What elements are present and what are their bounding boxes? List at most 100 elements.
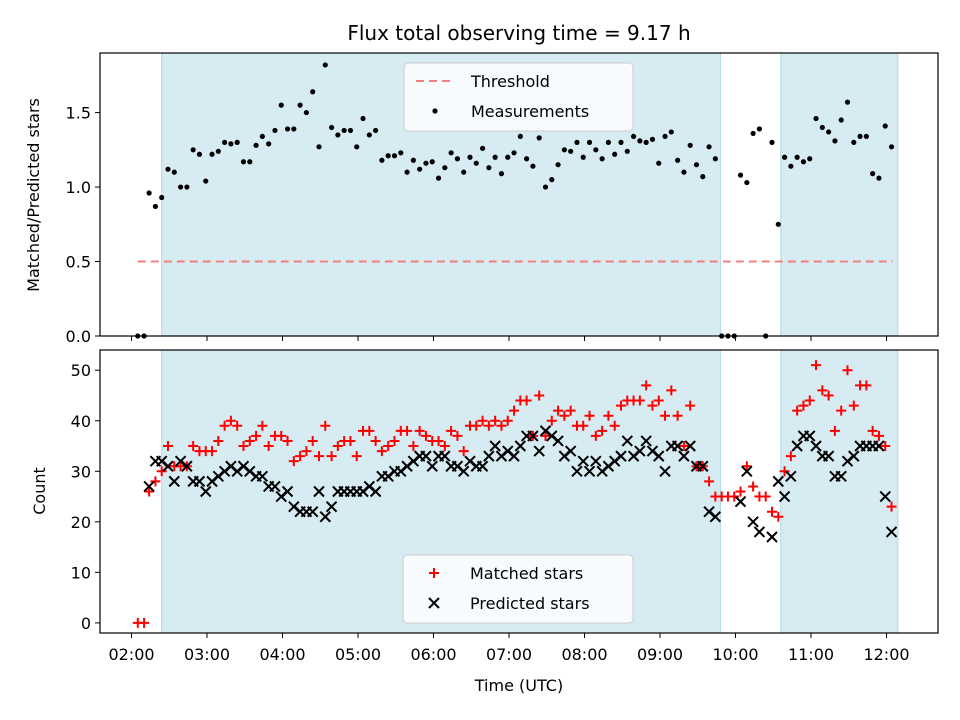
bottom-plus-point-120 [886,501,897,512]
x-tick-label-9: 11:00 [788,645,834,664]
bottom-plus-point-31 [326,451,337,462]
top-dot-point-63 [530,163,536,169]
bottom-plus-point-119 [880,441,891,452]
top-legend-box [403,62,634,132]
top-dot-point-98 [750,130,756,137]
top-dot-point-109 [819,124,825,131]
top-dot-point-51 [454,156,461,162]
top-y-tick-label-1: 0.5 [66,253,91,272]
top-dot-point-66 [549,177,555,183]
bottom-x-point-55 [489,440,501,452]
top-dot-point-32 [335,132,341,138]
top-dot-point-23 [278,102,284,108]
bottom-x-point-53 [476,460,489,472]
top-dot-point-99 [756,126,763,132]
top-dot-point-40 [385,153,391,159]
bottom-plus-point-41 [389,435,400,446]
bottom-plus-point-112 [836,405,847,416]
x-tick-label-5: 07:00 [486,645,532,664]
bottom-x-point-8 [193,475,206,488]
bottom-plus-point-60 [509,405,520,416]
top-legend-label-0: Threshold [470,72,550,91]
top-dot-point-50 [448,150,454,156]
bottom-plus-point-50 [446,425,457,436]
top-dot-point-20 [259,133,265,140]
bottom-y-tick-label-2: 20 [71,513,91,532]
top-dot-point-82 [649,136,656,142]
bottom-x-point-22 [281,485,294,498]
bottom-plus-point-32 [332,441,343,452]
top-dot-point-73 [593,147,599,153]
bottom-x-point-102 [810,440,822,452]
top-dot-point-7 [177,184,184,190]
top-dot-point-87 [681,169,687,175]
bottom-x-point-84 [671,440,684,452]
bottom-plus-point-106 [798,400,809,411]
bottom-plus-point-75 [603,410,614,421]
top-dot-point-11 [203,178,209,184]
bottom-x-point-99 [791,440,803,452]
top-dot-point-108 [813,115,819,122]
bottom-plus-point-68 [559,410,570,421]
top-dot-point-116 [863,133,869,140]
bottom-x-point-113 [879,490,891,503]
bottom-x-point-101 [804,430,816,442]
top-dot-point-112 [838,117,844,123]
bottom-plus-point-13 [213,435,224,446]
bottom-x-point-78 [634,445,646,457]
top-dot-point-113 [844,99,851,105]
bottom-x-point-75 [615,450,627,462]
bottom-x-point-28 [319,511,331,523]
bottom-y-axis-label: Count [30,467,49,515]
bottom-x-point-9 [200,485,212,498]
bottom-y-tick-label-3: 30 [71,462,91,481]
bottom-plus-point-72 [584,410,595,421]
bottom-plus-point-40 [383,441,394,452]
top-dot-point-35 [354,144,360,150]
top-dot-point-76 [612,151,618,157]
top-legend-label-1: Measurements [471,102,589,121]
bottom-plus-point-14 [219,420,230,431]
top-dot-point-28 [310,89,316,95]
bottom-x-point-58 [508,450,520,462]
top-dot-point-14 [222,139,228,145]
bottom-plus-point-118 [873,430,884,441]
top-dot-point-2 [146,190,152,196]
bottom-plus-point-117 [867,425,878,436]
bottom-axes-frame [99,349,939,634]
bottom-plus-point-21 [263,441,274,452]
top-dot-point-9 [190,147,196,153]
bottom-plus-point-12 [207,446,218,457]
top-dot-point-49 [442,165,448,171]
x-tick-label-1: 03:00 [184,645,230,664]
bottom-plus-point-64 [534,390,545,401]
bottom-plus-point-73 [590,430,601,441]
bottom-plus-point-2 [144,486,155,497]
bottom-plus-point-116 [861,380,872,391]
top-dot-point-53 [467,154,473,160]
top-dot-point-29 [316,144,322,150]
bottom-plus-point-19 [251,430,262,441]
top-dot-point-52 [461,169,467,175]
bottom-x-point-62 [533,445,545,457]
top-dot-point-31 [328,124,335,131]
bottom-x-point-69 [577,455,589,467]
bottom-x-point-98 [785,470,797,483]
bottom-x-point-81 [653,450,665,462]
top-dot-point-114 [851,139,857,145]
top-dot-point-107 [807,156,813,162]
bottom-plus-point-103 [779,466,790,477]
top-dot-point-101 [769,139,775,145]
top-dot-point-54 [473,160,479,166]
bottom-plus-point-104 [785,451,796,462]
bottom-plus-point-51 [452,430,463,441]
bottom-plus-point-66 [546,415,557,426]
bottom-x-point-79 [640,435,652,447]
top-dot-point-46 [423,160,429,166]
top-dot-point-15 [228,141,234,147]
bottom-plus-point-108 [811,360,822,371]
bottom-x-point-59 [514,440,527,452]
bottom-plus-point-52 [458,446,469,457]
bottom-panel: 0 10 20 30 40 50 02:00 03:00 04:00 05:00 06:00 07:0… [71,349,939,664]
top-dot-point-24 [284,126,291,132]
